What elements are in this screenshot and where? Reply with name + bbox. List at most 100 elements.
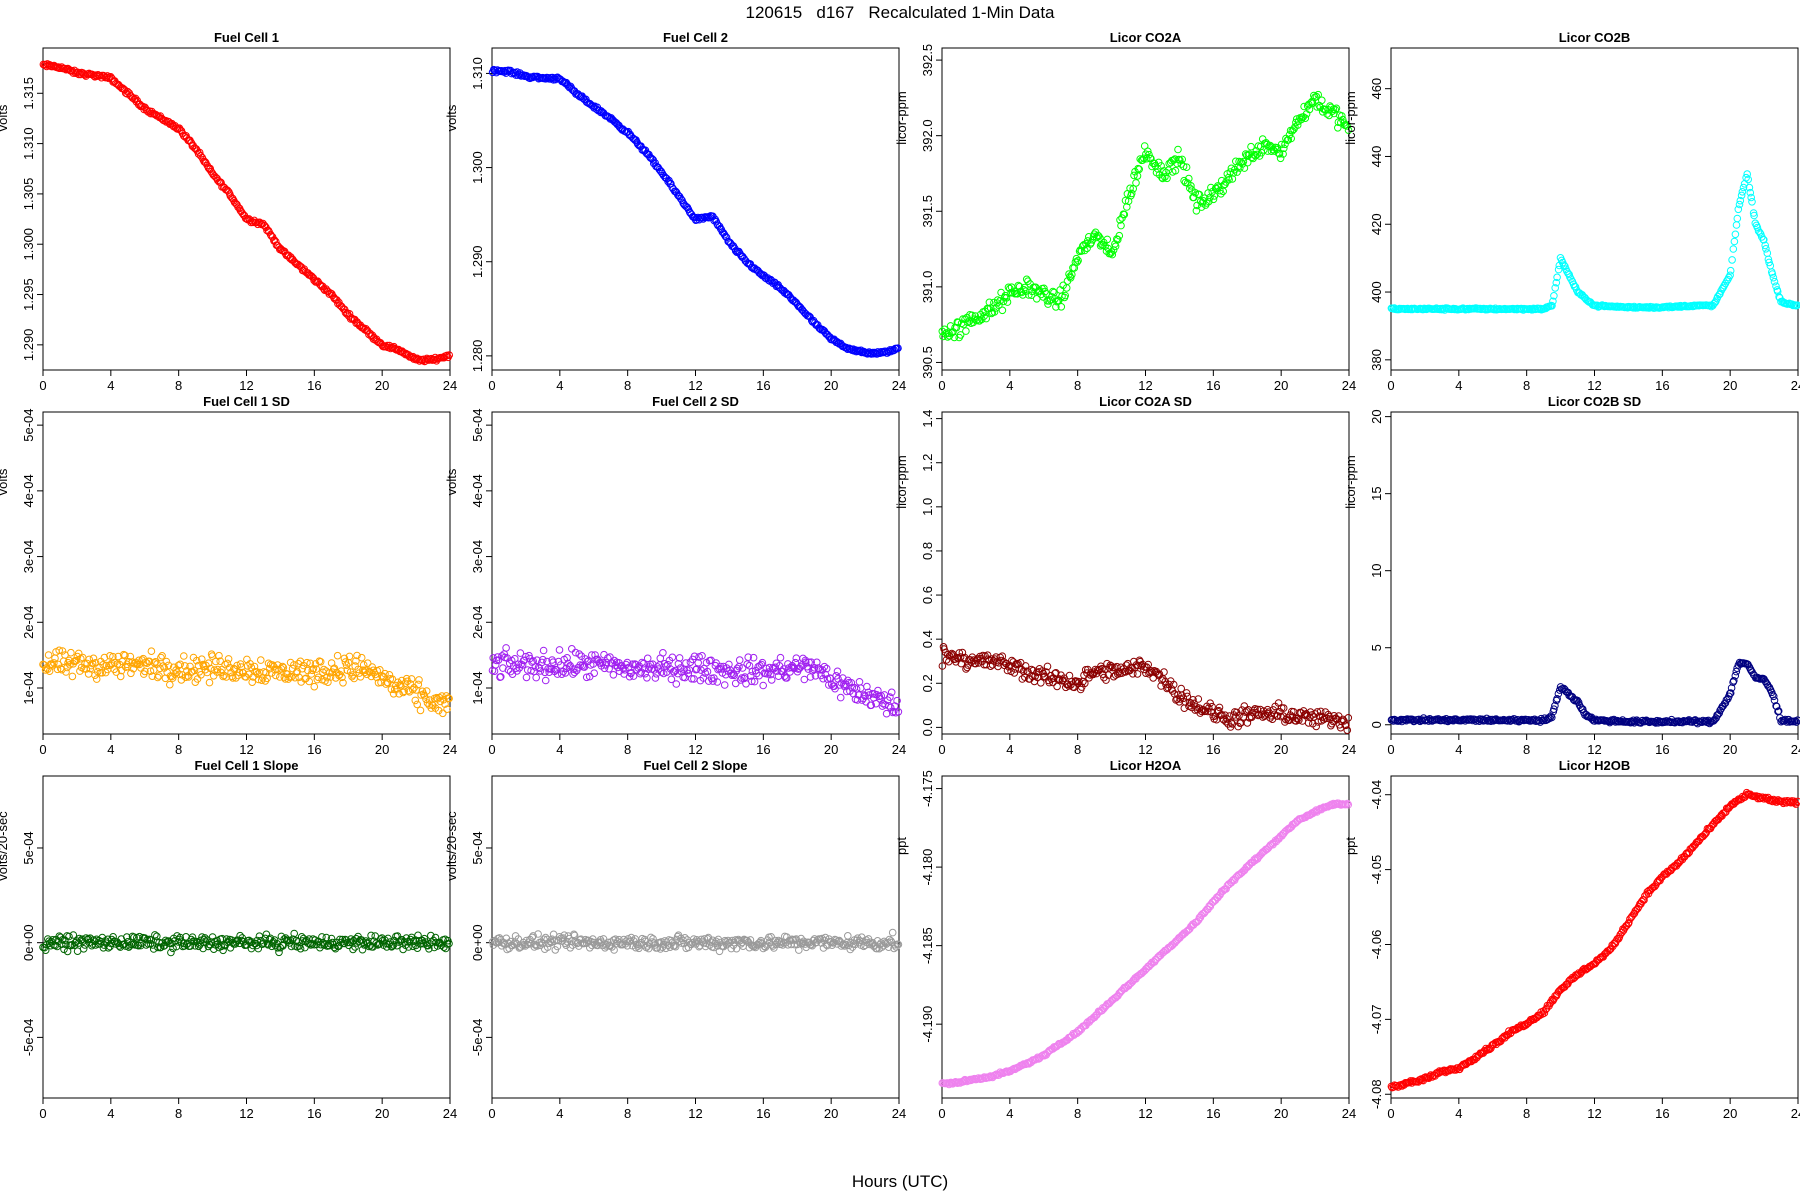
data-point <box>236 660 245 668</box>
data-point <box>1267 147 1276 155</box>
data-point <box>62 668 70 676</box>
data-point <box>1344 800 1353 809</box>
data-point <box>1573 696 1582 705</box>
data-point <box>1763 249 1772 257</box>
data-point <box>1318 96 1326 105</box>
x-tick-label: 16 <box>1655 1106 1669 1121</box>
data-point <box>964 318 972 327</box>
data-point <box>345 652 354 661</box>
data-point <box>445 694 453 703</box>
data-point <box>1081 679 1089 688</box>
data-point <box>555 646 564 654</box>
series-points <box>1387 788 1800 1092</box>
data-point <box>296 944 305 953</box>
data-point <box>780 672 789 681</box>
data-point <box>766 670 775 679</box>
x-tick-label: 0 <box>938 378 945 393</box>
data-point <box>681 934 689 942</box>
x-tick-label: 20 <box>375 378 389 393</box>
y-axis-label: volts/20-sec <box>444 811 459 881</box>
data-point <box>177 676 186 684</box>
data-point <box>1144 147 1152 156</box>
data-point <box>836 693 845 702</box>
data-point <box>164 661 173 670</box>
x-tick-label: 20 <box>1274 378 1288 393</box>
data-point <box>712 937 720 946</box>
y-tick-label: 392.5 <box>920 44 935 77</box>
data-point <box>1003 298 1012 306</box>
data-point <box>1758 793 1767 802</box>
data-point <box>589 935 597 943</box>
data-point <box>224 655 233 663</box>
data-point <box>745 661 754 670</box>
data-point <box>888 708 897 717</box>
y-tick-label: 20 <box>1369 409 1384 423</box>
data-point <box>1163 174 1171 183</box>
data-point <box>644 944 653 953</box>
data-point <box>1192 207 1201 215</box>
data-point <box>340 654 349 663</box>
data-point <box>582 673 591 682</box>
page-title: 120615 d167 Recalculated 1-Min Data <box>745 3 1055 22</box>
data-point <box>281 675 290 683</box>
data-point <box>1132 179 1140 187</box>
data-point <box>1095 232 1103 240</box>
data-point <box>1115 231 1124 240</box>
data-point <box>290 929 299 938</box>
data-point <box>1076 246 1084 254</box>
data-point <box>670 668 679 676</box>
x-tick-label: 4 <box>1006 1106 1013 1121</box>
x-tick-label: 4 <box>1455 1106 1462 1121</box>
data-point <box>1750 211 1758 220</box>
y-tick-label: 1.295 <box>21 278 36 311</box>
data-point <box>874 686 882 695</box>
data-point <box>275 948 283 957</box>
data-point <box>297 933 306 941</box>
x-tick-label: 12 <box>239 378 253 393</box>
data-point <box>1735 200 1744 209</box>
x-tick-label: 0 <box>1387 378 1394 393</box>
y-tick-label: 1.290 <box>21 329 36 362</box>
data-point <box>314 673 323 682</box>
data-point <box>1158 676 1166 684</box>
data-point <box>228 672 236 681</box>
data-point <box>1201 907 1210 915</box>
x-tick-label: 0 <box>488 1106 495 1121</box>
data-point <box>181 662 189 670</box>
data-point <box>553 942 562 951</box>
data-point <box>1769 273 1778 282</box>
x-tick-label: 24 <box>1342 742 1356 757</box>
data-point <box>752 669 761 678</box>
data-point <box>1760 236 1768 244</box>
data-point <box>306 659 315 668</box>
data-point <box>797 934 805 943</box>
data-point <box>225 663 234 672</box>
data-point <box>1295 716 1303 724</box>
data-point <box>730 671 739 680</box>
data-point <box>1560 261 1568 269</box>
x-tick-label: 8 <box>1523 1106 1530 1121</box>
data-point <box>1204 707 1212 716</box>
data-point <box>290 661 298 669</box>
data-point <box>356 673 365 681</box>
data-point <box>514 935 523 943</box>
data-point <box>53 665 62 674</box>
data-point <box>287 672 296 681</box>
x-tick-label: 8 <box>1523 378 1530 393</box>
y-axis-label: ppt <box>894 837 909 855</box>
data-point <box>1145 962 1153 971</box>
y-tick-label: -4.07 <box>1369 1005 1384 1035</box>
data-point <box>1208 702 1216 711</box>
data-point <box>1554 265 1563 274</box>
data-point <box>853 696 862 704</box>
data-point <box>1327 103 1335 112</box>
data-point <box>1764 682 1772 690</box>
data-point <box>1748 198 1756 206</box>
y-axis-label: volts/20-sec <box>0 811 10 881</box>
data-point <box>698 652 706 660</box>
data-point <box>1134 661 1142 670</box>
data-point <box>667 675 676 684</box>
data-point <box>1169 680 1178 689</box>
data-point <box>743 936 752 945</box>
